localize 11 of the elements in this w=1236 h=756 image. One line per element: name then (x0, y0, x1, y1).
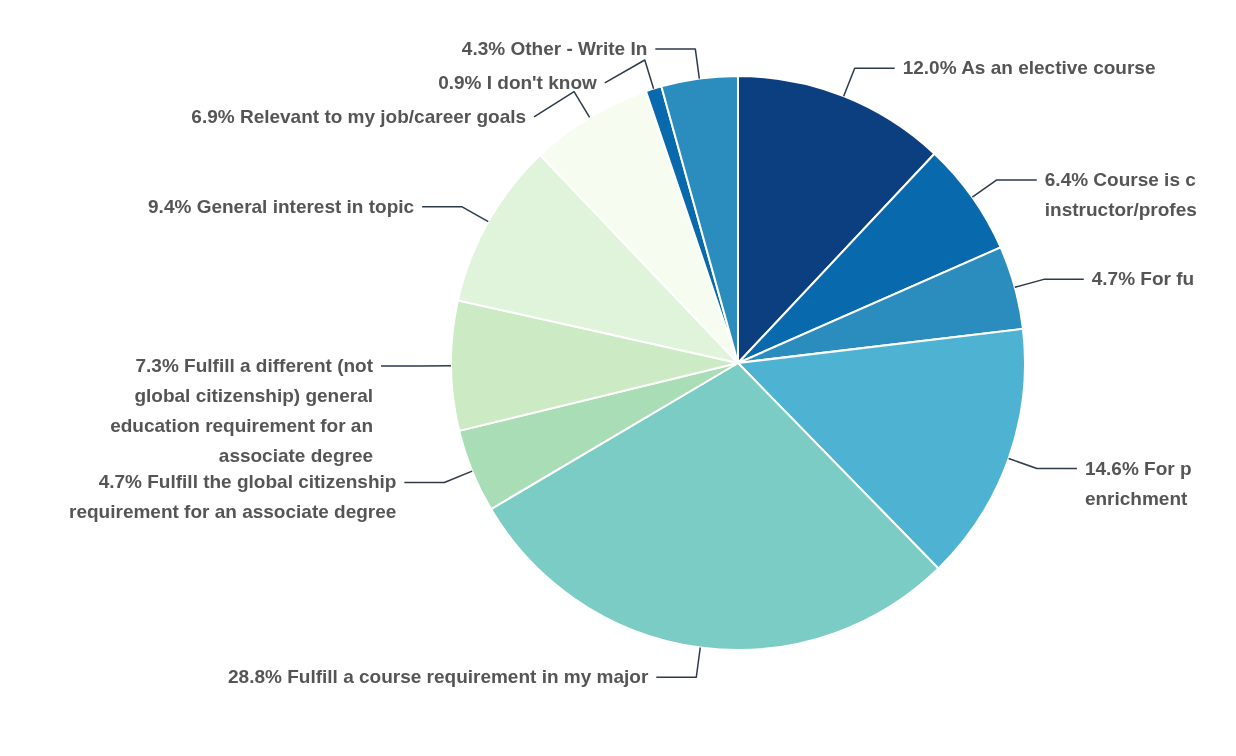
slice-label: 4.7% For fu (1091, 268, 1195, 290)
slice-label: 6.4% Course is c instructor/profes (1044, 168, 1197, 220)
slice-label: 12.0% As an elective course (902, 57, 1156, 79)
slice-label: 9.4% General interest in topic (148, 195, 415, 217)
slice-label: 28.8% Fulfill a course requirement in my major (228, 666, 649, 688)
slice-label: 6.9% Relevant to my job/career goals (191, 105, 527, 127)
slice-label: 4.3% Other - Write In (461, 37, 648, 59)
slice-label: 0.9% I don't know (438, 71, 597, 93)
slice-label: 7.3% Fulfill a different (not global citizenship) general education requirement for an associate degree (110, 354, 374, 466)
slice-label: 14.6% For p enrichment (1084, 457, 1192, 509)
slice-label: 4.7% Fulfill the global citizenship requirement for an associate degree (69, 471, 397, 523)
